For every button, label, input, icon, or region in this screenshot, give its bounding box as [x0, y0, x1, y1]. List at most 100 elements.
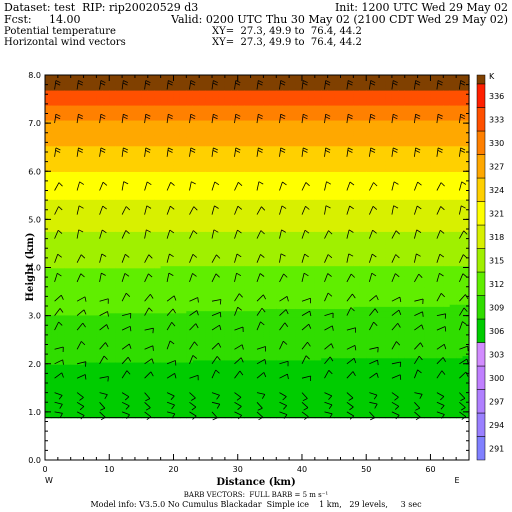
theta-cell: [147, 102, 155, 106]
theta-cell: [205, 169, 213, 172]
theta-cell: [147, 312, 155, 316]
theta-cell: [83, 141, 91, 145]
theta-cell: [173, 351, 181, 354]
theta-cell: [89, 396, 97, 399]
theta-cell: [167, 383, 175, 387]
theta-cell: [70, 278, 78, 282]
theta-cell: [70, 222, 78, 226]
theta-cell: [147, 117, 155, 121]
theta-cell: [167, 280, 175, 284]
theta-cell: [109, 366, 117, 369]
theta-cell: [167, 325, 175, 329]
theta-cell: [160, 289, 168, 292]
theta-cell: [128, 132, 136, 136]
theta-cell: [102, 85, 110, 89]
theta-cell: [212, 293, 220, 297]
theta-cell: [134, 117, 142, 121]
theta-cell: [115, 370, 123, 374]
theta-cell: [147, 227, 155, 230]
theta-cell: [109, 381, 117, 384]
theta-cell: [205, 162, 213, 166]
theta-cell: [147, 77, 155, 80]
theta-cell: [141, 128, 149, 132]
theta-cell: [64, 398, 72, 402]
theta-cell: [70, 276, 78, 280]
theta-cell: [45, 96, 53, 100]
theta-cell: [70, 182, 78, 185]
theta-cell: [89, 77, 97, 80]
theta-cell: [134, 265, 142, 269]
theta-cell: [77, 201, 85, 205]
theta-cell: [109, 396, 117, 399]
theta-cell: [128, 306, 136, 310]
theta-cell: [83, 387, 91, 391]
theta-cell: [218, 287, 226, 290]
theta-cell: [51, 349, 59, 352]
theta-cell: [192, 111, 200, 115]
theta-cell: [205, 267, 213, 271]
theta-cell: [212, 81, 220, 85]
theta-cell: [192, 209, 200, 213]
theta-cell: [77, 269, 85, 273]
theta-cell: [89, 216, 97, 220]
theta-cell: [70, 346, 78, 350]
theta-cell: [147, 396, 155, 399]
theta-cell: [102, 383, 110, 387]
theta-cell: [173, 284, 181, 288]
theta-cell: [70, 147, 78, 151]
theta-cell: [45, 261, 53, 265]
theta-cell: [45, 336, 53, 340]
theta-cell: [167, 175, 175, 179]
theta-cell: [167, 406, 175, 410]
theta-cell: [83, 130, 91, 134]
theta-cell: [70, 359, 78, 363]
theta-cell: [96, 81, 104, 85]
theta-cell: [160, 75, 168, 78]
theta-cell: [115, 346, 123, 350]
theta-cell: [128, 265, 136, 269]
theta-cell: [218, 317, 226, 320]
theta-cell: [186, 222, 194, 226]
theta-cell: [109, 171, 117, 175]
theta-cell: [51, 406, 59, 410]
theta-cell: [147, 199, 155, 202]
theta-cell: [122, 394, 130, 397]
theta-cell: [212, 152, 220, 155]
theta-cell: [134, 199, 142, 202]
theta-cell: [212, 128, 220, 132]
theta-cell: [160, 312, 168, 316]
theta-cell: [192, 248, 200, 252]
theta-cell: [141, 233, 149, 237]
theta-cell: [186, 145, 194, 149]
theta-cell: [199, 299, 207, 303]
theta-cell: [186, 246, 194, 250]
theta-cell: [128, 364, 136, 367]
theta-cell: [102, 182, 110, 185]
theta-cell: [89, 306, 97, 310]
theta-cell: [179, 370, 187, 374]
theta-cell: [51, 282, 59, 286]
theta-cell: [51, 145, 59, 149]
theta-cell: [186, 370, 194, 374]
theta-cell: [147, 197, 155, 200]
theta-cell: [199, 152, 207, 155]
theta-cell: [218, 370, 226, 374]
theta-cell: [179, 199, 187, 202]
theta-cell: [141, 79, 149, 83]
theta-cell: [167, 331, 175, 335]
theta-cell: [70, 398, 78, 402]
theta-cell: [51, 387, 59, 391]
theta-cell: [83, 331, 91, 335]
theta-cell: [51, 92, 59, 95]
theta-cell: [128, 160, 136, 164]
theta-cell: [57, 252, 65, 256]
theta-cell: [192, 192, 200, 196]
theta-cell: [115, 308, 123, 312]
theta-cell: [134, 218, 142, 222]
theta-cell: [109, 299, 117, 303]
theta-cell: [115, 361, 123, 365]
theta-cell: [109, 413, 117, 417]
theta-cell: [89, 224, 97, 228]
theta-cell: [122, 314, 130, 318]
theta-cell: [45, 329, 53, 333]
